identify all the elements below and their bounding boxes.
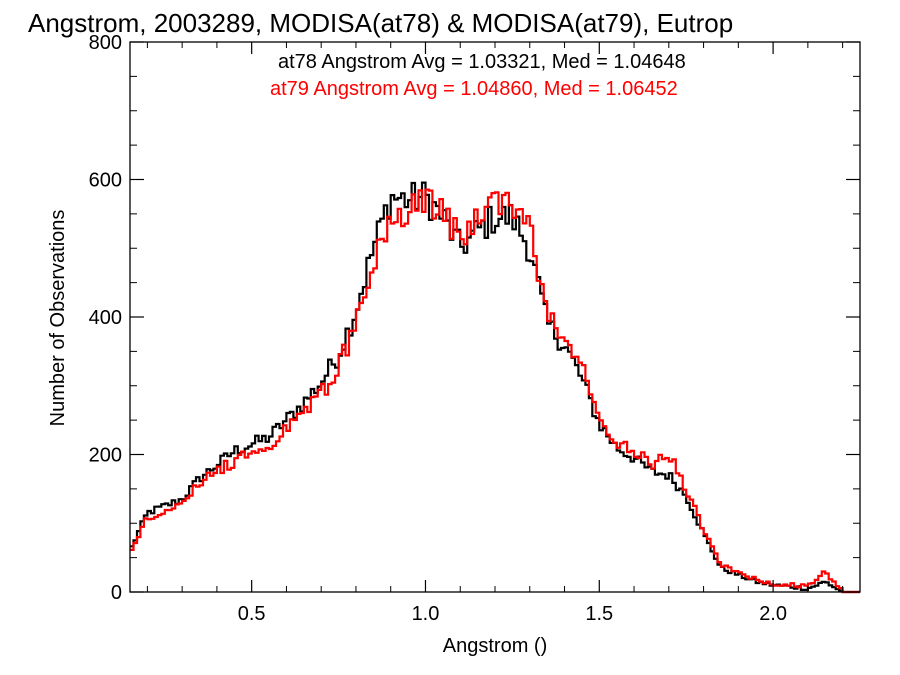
- y-tick-label: 200: [89, 445, 122, 467]
- annotation-at79: at79 Angstrom Avg = 1.04860, Med = 1.064…: [270, 78, 678, 100]
- x-tick-label: 0.5: [238, 603, 266, 625]
- series-line-at79: [130, 188, 860, 594]
- x-axis-label: Angstrom (): [443, 635, 547, 657]
- axes: [129, 41, 861, 593]
- series-line-at78: [130, 181, 860, 594]
- y-tick-label: 400: [89, 307, 122, 329]
- plot-frame: [129, 41, 861, 593]
- y-axis-label: Number of Observations: [47, 210, 69, 427]
- tick-labels: 0.5 1.0 1.5 2.0 0 200 400 600 800: [89, 32, 787, 625]
- y-tick-label: 600: [89, 170, 122, 192]
- ticks: [130, 41, 860, 593]
- annotation-at78: at78 Angstrom Avg = 1.03321, Med = 1.046…: [278, 51, 686, 73]
- chart-title: Angstrom, 2003289, MODISA(at78) & MODISA…: [28, 8, 733, 38]
- x-tick-label: 1.5: [585, 603, 613, 625]
- y-tick-label: 800: [89, 32, 122, 54]
- x-tick-label: 2.0: [759, 603, 787, 625]
- y-tick-label: 0: [111, 582, 122, 604]
- plot-series: [130, 181, 860, 594]
- x-tick-label: 1.0: [412, 603, 440, 625]
